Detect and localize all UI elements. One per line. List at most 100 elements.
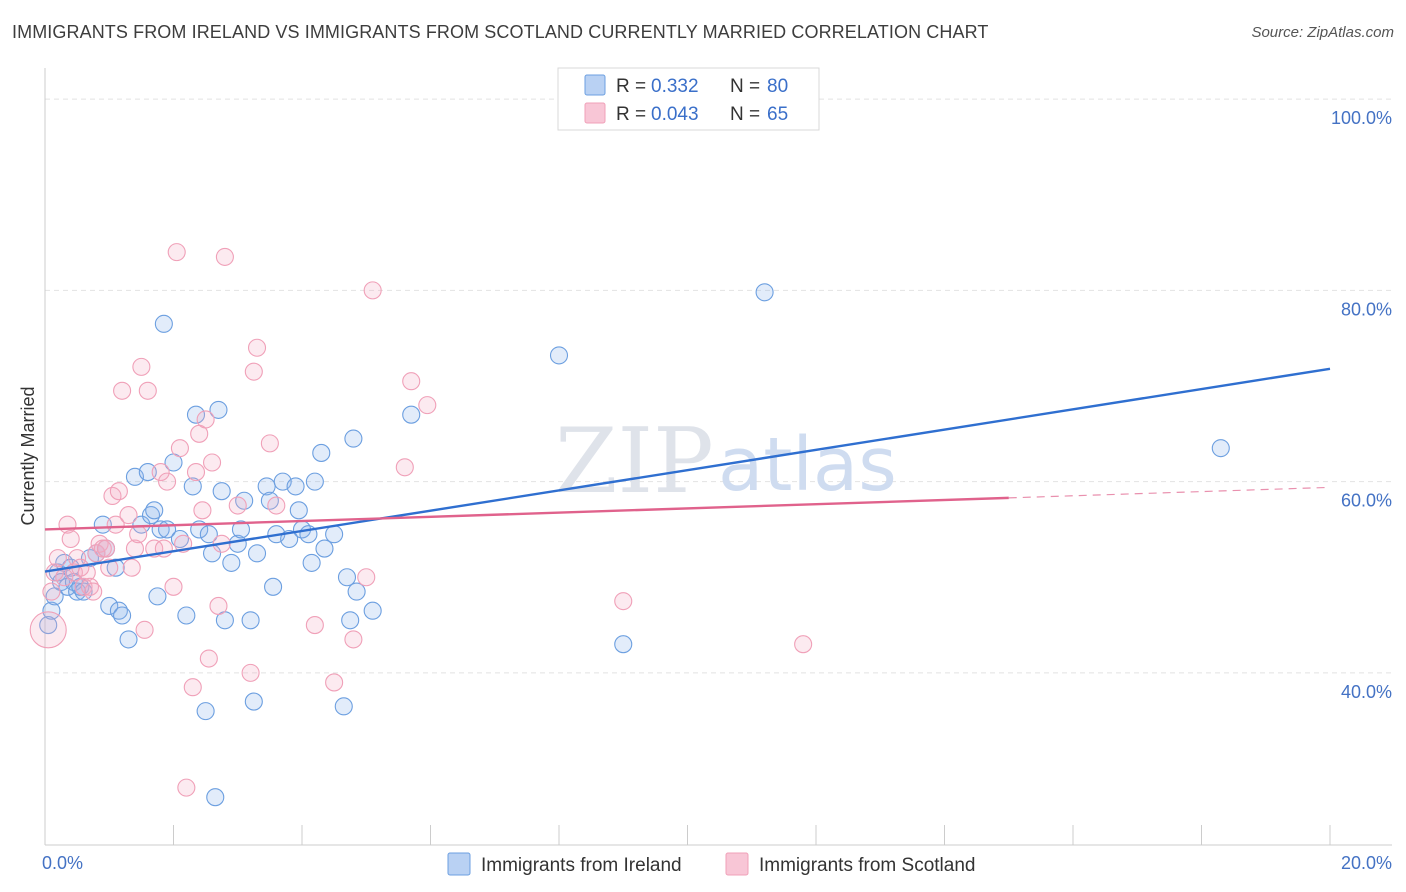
ireland-point-71 [402, 405, 421, 424]
scotland-point-44 [199, 649, 218, 668]
top-legend: R = 0.332 N = 80 R = 0.043 N = 65 [557, 67, 820, 131]
scotland-point-58 [357, 568, 376, 587]
ireland-point-36 [196, 702, 215, 721]
scotland-point-45 [203, 453, 222, 472]
x-tick-labels: 0.0% 20.0% [42, 853, 1392, 873]
scotland-point-31 [151, 463, 170, 482]
y-axis-label: Currently Married [18, 386, 38, 525]
ireland-point-56 [286, 477, 305, 496]
ireland-point-60 [302, 553, 321, 572]
scotland-point-28 [135, 620, 154, 639]
ireland-point-37 [199, 525, 218, 544]
ireland-point-32 [177, 606, 196, 625]
scotland-point-55 [305, 616, 324, 635]
ireland-point-31 [170, 529, 189, 549]
legend-swatch-ireland [584, 74, 606, 96]
scotland-point-1 [42, 582, 61, 601]
ireland-point-48 [244, 692, 263, 711]
legend-n-value-2: 65 [767, 104, 788, 125]
ireland-point-0 [39, 616, 58, 635]
ireland-point-43 [222, 553, 241, 572]
x-tick-label-1: 20.0% [1341, 853, 1392, 873]
ireland-point-28 [154, 314, 173, 333]
y-tick-label-1: 80.0% [1341, 299, 1392, 319]
scotland-point-0 [29, 611, 67, 649]
scotland-point-64 [794, 635, 813, 654]
scotland-point-26 [129, 525, 148, 544]
scotland-point-24 [122, 558, 141, 577]
scotland-point-36 [170, 439, 189, 458]
ireland-point-49 [247, 544, 267, 563]
ireland-point-69 [347, 582, 366, 601]
y-tick-label-3: 40.0% [1341, 682, 1392, 702]
scotland-point-53 [260, 434, 279, 453]
scotland-point-43 [196, 410, 215, 429]
y-tick-label-0: 100.0% [1331, 108, 1392, 128]
ireland-point-40 [209, 400, 228, 419]
scotland-point-33 [158, 472, 177, 491]
series-ireland-points [39, 283, 1230, 807]
scotland-trend-line [44, 496, 1009, 531]
ireland-point-41 [212, 482, 231, 501]
scotland-point-54 [267, 496, 286, 515]
ireland-point-52 [264, 577, 283, 596]
y-tick-label-2: 60.0% [1341, 491, 1392, 511]
scotland-point-40 [186, 463, 206, 482]
legend-swatch-scotland [584, 102, 606, 124]
scotland-point-50 [241, 663, 260, 682]
scotland-point-34 [164, 577, 183, 596]
scotland-point-20 [106, 515, 125, 534]
bottom-legend-label-scotland: Immigrants from Scotland [759, 855, 975, 876]
scotland-point-62 [418, 396, 437, 415]
watermark-zip: ZIP [555, 409, 714, 514]
scotland-point-29 [138, 381, 157, 400]
chart-title: IMMIGRANTS FROM IRELAND VS IMMIGRANTS FR… [12, 22, 989, 42]
scotland-point-61 [402, 372, 421, 391]
axes [44, 68, 1392, 846]
source-credit: Source: ZipAtlas.com [1251, 24, 1394, 41]
scotland-point-27 [132, 357, 151, 376]
bottom-legend-swatch-scotland [725, 852, 749, 876]
x-tick-label-0: 0.0% [42, 853, 83, 873]
scotland-point-63 [614, 592, 633, 611]
scotland-point-51 [244, 362, 263, 381]
ireland-point-23 [138, 463, 157, 482]
scotland-point-21 [109, 482, 128, 501]
scotland-point-13 [84, 582, 103, 601]
legend-n-label-2: N = [730, 104, 760, 125]
ireland-point-70 [363, 601, 382, 620]
ireland-point-39 [206, 788, 225, 807]
scotland-point-48 [215, 247, 234, 266]
scotland-point-22 [113, 381, 132, 400]
scotland-point-17 [96, 539, 116, 558]
scotland-point-23 [119, 506, 138, 525]
watermark-atlas: atlas [718, 422, 897, 508]
ireland-point-67 [341, 611, 360, 630]
trend-lines [44, 367, 1331, 573]
ireland-point-62 [312, 443, 331, 462]
ireland-point-24 [141, 506, 161, 525]
ireland-point-45 [231, 520, 251, 539]
ireland-point-73 [614, 635, 633, 654]
scotland-point-56 [325, 673, 344, 692]
grid-lines [45, 98, 1392, 674]
legend-r-label-1: R = [616, 76, 646, 97]
ireland-point-57 [289, 501, 308, 520]
ireland-point-75 [1211, 439, 1230, 458]
ireland-point-64 [325, 525, 344, 544]
scotland-point-46 [209, 596, 228, 615]
y-tick-labels: 100.0% 80.0% 60.0% 40.0% [1331, 108, 1392, 702]
ireland-point-33 [183, 477, 202, 496]
bottom-legend-swatch-ireland [447, 852, 471, 876]
ireland-point-61 [305, 472, 324, 491]
legend-r-value-1: 0.332 [651, 76, 699, 97]
scotland-point-6 [61, 529, 80, 549]
ireland-point-72 [549, 346, 569, 365]
scotland-point-12 [80, 577, 100, 596]
ireland-point-74 [755, 283, 774, 302]
ireland-point-18 [109, 601, 128, 620]
bottom-legend: Immigrants from Ireland Immigrants from … [447, 852, 975, 876]
scotland-point-42 [193, 501, 212, 520]
ireland-point-65 [334, 697, 353, 716]
